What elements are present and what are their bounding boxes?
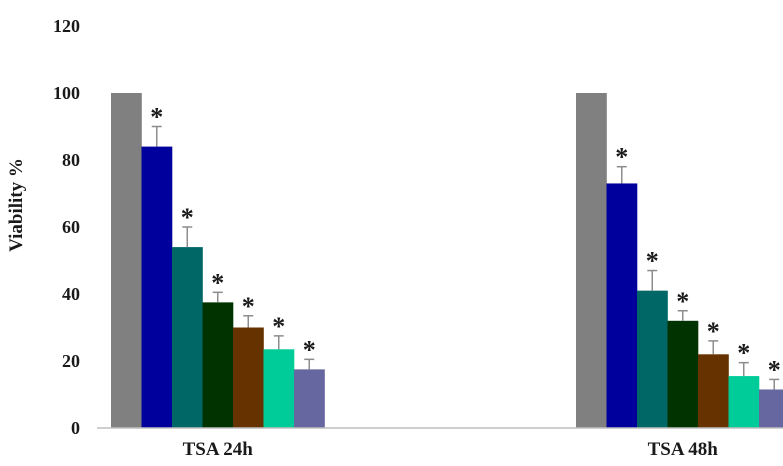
- significance-mark: *: [150, 103, 163, 132]
- y-tick-label: 100: [53, 83, 80, 103]
- bar: [202, 302, 234, 428]
- category-label: TSA 24h: [183, 439, 254, 460]
- significance-mark: *: [646, 247, 659, 276]
- bar: [294, 369, 325, 428]
- significance-mark: *: [615, 143, 628, 172]
- significance-mark: *: [181, 203, 194, 232]
- bar: [233, 327, 264, 428]
- bar-group: * * * * * *: [576, 93, 783, 428]
- bar: [698, 354, 729, 428]
- bar: [759, 389, 783, 428]
- significance-mark: *: [768, 355, 781, 384]
- y-tick-label: 60: [62, 217, 80, 237]
- y-tick-label: 40: [62, 284, 80, 304]
- significance-mark: *: [676, 287, 689, 316]
- bar-group: * * * * * *: [111, 93, 325, 428]
- significance-mark: *: [211, 268, 224, 297]
- bar: [172, 247, 203, 428]
- significance-mark: *: [242, 292, 255, 321]
- y-tick-label: 20: [62, 351, 80, 371]
- significance-mark: *: [737, 339, 750, 368]
- bar: [141, 146, 173, 428]
- y-tick-label: 120: [53, 16, 80, 36]
- bars: * * * * * * * * * * * *: [111, 93, 783, 428]
- bar: [637, 290, 668, 428]
- significance-mark: *: [303, 335, 316, 364]
- bar: [667, 320, 699, 428]
- bar: [111, 93, 142, 428]
- y-axis-ticks: 0 20 40 60 80 100 120: [53, 16, 80, 438]
- bar: [728, 376, 760, 428]
- category-labels: TSA 24h TSA 48h: [183, 439, 719, 460]
- category-label: TSA 48h: [648, 439, 719, 460]
- y-axis-title: Viability %: [6, 158, 27, 252]
- bar: [263, 349, 295, 428]
- significance-mark: *: [272, 312, 285, 341]
- significance-mark: *: [707, 317, 720, 346]
- bar: [576, 93, 607, 428]
- bar: [606, 183, 638, 428]
- y-tick-label: 0: [71, 418, 80, 438]
- y-tick-label: 80: [62, 150, 80, 170]
